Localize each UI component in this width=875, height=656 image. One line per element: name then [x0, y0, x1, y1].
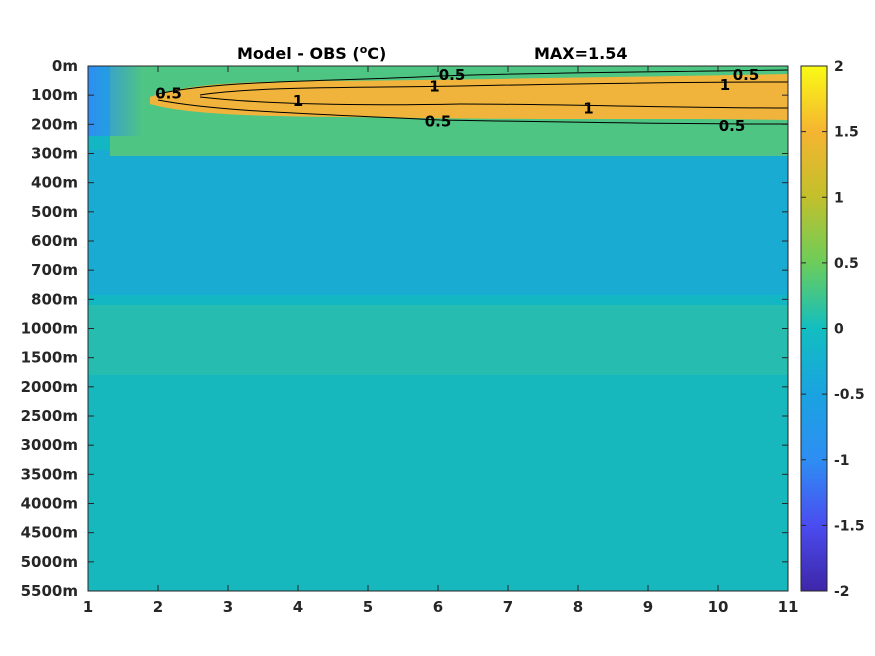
contour-label-group: 0.5 [733, 66, 760, 84]
contour-label: 1 [293, 92, 303, 110]
cool-band [88, 150, 788, 295]
x-tick-label: 4 [293, 598, 303, 616]
cold-corner [88, 66, 143, 136]
y-tick-label: 500m [31, 203, 78, 221]
contour-1-lower [199, 96, 788, 109]
colorbar-tick-label: 0.5 [834, 256, 859, 272]
colorbar-tick-label: 2 [834, 59, 844, 75]
y-tick-label: 800m [31, 290, 78, 308]
y-tick-label: 400m [31, 174, 78, 192]
x-tick-label: 3 [223, 598, 233, 616]
contour-label-group: 1 [429, 77, 439, 95]
chart-title-unit-end: C) [367, 44, 386, 63]
colorbar-tick-label: -1 [834, 453, 850, 469]
y-tick-label: 4000m [21, 495, 78, 513]
y-tick-label: 300m [31, 145, 78, 163]
contour-0-5-lower [157, 99, 788, 125]
contour-0-5-upper [157, 69, 788, 95]
contour-label: 1 [720, 76, 730, 94]
y-tick-label: 4500m [21, 524, 78, 542]
y-tick-label: 200m [31, 115, 78, 133]
x-tick-label: 5 [363, 598, 373, 616]
contour-label-group: 0.5 [439, 66, 466, 84]
chart-title-main: Model - OBS ( [237, 44, 360, 63]
x-tick-label: 7 [503, 598, 513, 616]
x-tick-label: 9 [643, 598, 653, 616]
x-tick-label: 1 [83, 598, 93, 616]
y-tick-label: 1500m [21, 349, 78, 367]
contour-label-group: 0.5 [719, 117, 746, 135]
y-tick-label: 600m [31, 232, 78, 250]
contour-1-upper [199, 81, 788, 96]
colorbar-tick-label: -0.5 [834, 387, 865, 403]
contour-lines [157, 69, 788, 125]
contour-label: 0.5 [155, 85, 182, 103]
contour-label: 0.5 [439, 66, 466, 84]
warm-core [150, 74, 788, 120]
contour-label-group: 0.5 [155, 85, 182, 103]
y-tick-label: 2500m [21, 407, 78, 425]
colorbar-tick-label: 1.5 [834, 125, 859, 141]
x-tick-label: 8 [573, 598, 583, 616]
y-tick-label: 5000m [21, 553, 78, 571]
y-tick-label: 3500m [21, 465, 78, 483]
contour-label-group: 1 [293, 92, 303, 110]
y-tick-label: 2000m [21, 378, 78, 396]
max-label: MAX=1.54 [534, 44, 628, 63]
contour-label-group: 0.5 [425, 112, 452, 130]
contour-label-group: 1 [720, 76, 730, 94]
contour-label: 0.5 [733, 66, 760, 84]
colorbar: 2 1.5 1 0.5 0 -0.5 -1 -1.5 -2 [800, 59, 865, 600]
contour-label-group: 1 [583, 99, 593, 117]
y-tick-label: 3000m [21, 436, 78, 454]
x-tick-label: 11 [778, 598, 799, 616]
colorbar-tick-label: 1 [834, 190, 844, 206]
y-tick-label: 5500m [21, 582, 78, 600]
y-tick-label: 700m [31, 261, 78, 279]
chart-title-unit-sup: o [360, 43, 368, 56]
colorbar-tick-label: 0 [834, 322, 844, 338]
x-axis: 1 2 3 4 5 6 7 8 9 10 11 [83, 66, 799, 616]
colorbar-tick-label: -1.5 [834, 518, 865, 534]
x-tick-label: 10 [708, 598, 729, 616]
warm-deep-band [88, 305, 788, 375]
contour-label: 0.5 [719, 117, 746, 135]
chart-title: Model - OBS (oC) [237, 43, 386, 63]
y-tick-label: 100m [31, 86, 78, 104]
deep-band [88, 375, 788, 591]
contour-label: 1 [583, 99, 593, 117]
y-tick-label: 0m [52, 57, 78, 75]
y-axis: 0m 100m 200m 300m 400m 500m 600m 700m 800m 1000m 1… [21, 57, 788, 600]
x-tick-label: 6 [433, 598, 443, 616]
x-tick-label: 2 [153, 598, 163, 616]
colorbar-tick-label: -2 [834, 584, 850, 600]
y-tick-label: 1000m [21, 320, 78, 338]
contour-label: 0.5 [425, 112, 452, 130]
contour-label: 1 [429, 77, 439, 95]
